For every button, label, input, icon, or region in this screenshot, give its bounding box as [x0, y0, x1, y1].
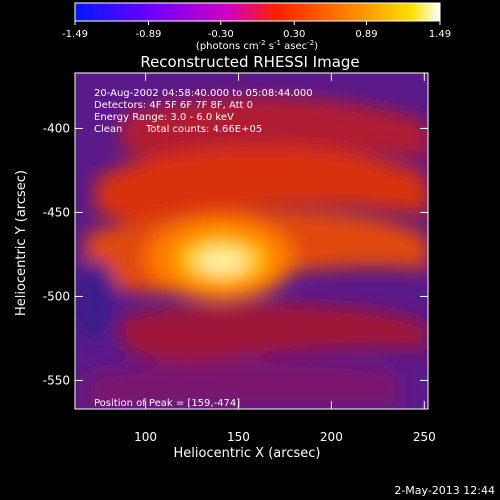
x-tick-label: 100 — [134, 430, 157, 444]
colorbar-ticks: -1.49 -0.89 -0.30 0.30 0.89 1.49 — [62, 21, 451, 40]
emission-band-lower — [120, 302, 428, 363]
y-axis-label: Heliocentric Y (arcsec) — [14, 170, 29, 316]
emission-band-top — [120, 95, 428, 164]
colorbar-tick-label: 0.30 — [283, 29, 305, 40]
colorbar-tick-label: -1.49 — [62, 29, 88, 40]
unit-part-mid-2: asec — [281, 41, 307, 52]
dark-region-left — [75, 260, 117, 340]
chart-title: Reconstructed RHESSI Image — [140, 53, 359, 71]
y-tick-label: -550 — [43, 373, 70, 387]
unit-part-mid-1: s — [266, 41, 274, 52]
y-tick-label: -400 — [43, 121, 70, 135]
x-axis-ticks: 100 150 200 250 — [134, 73, 436, 444]
unit-exp-2: -1 — [274, 39, 281, 47]
unit-exp-1: -2 — [259, 39, 266, 47]
unit-part-pre: (photons cm — [196, 41, 259, 52]
y-tick-label: -500 — [43, 289, 70, 303]
x-tick-label: 150 — [227, 430, 250, 444]
annotation-detectors: Detectors: 4F 5F 6F 7F 8F, Att 0 — [94, 100, 253, 111]
colorbar-tick-label: 0.89 — [355, 29, 377, 40]
annotation-peak-position: Position of Peak = [159,-474] — [94, 398, 240, 409]
heatmap-image — [75, 73, 428, 409]
footer-date: 2-May-2013 12:44 — [394, 484, 495, 497]
emission-band-upper — [95, 146, 428, 224]
colorbar-tick-label: -0.30 — [208, 29, 234, 40]
annotation-clean: Clean — [94, 124, 122, 135]
colorbar — [74, 2, 441, 22]
plot-frame — [74, 72, 429, 410]
x-tick-label: 250 — [413, 430, 436, 444]
x-axis-label: Heliocentric X (arcsec) — [174, 446, 321, 461]
emission-band-bottom — [85, 360, 400, 408]
colorbar-tick-label: 1.49 — [429, 29, 451, 40]
unit-exp-3: -2 — [307, 39, 314, 47]
x-tick-label: 200 — [320, 430, 343, 444]
colorbar-tick-label: -0.89 — [136, 29, 162, 40]
annotation-energy: Energy Range: 3.0 - 6.0 keV — [94, 112, 234, 123]
y-axis-ticks: -400 -450 -500 -550 — [43, 121, 428, 387]
y-tick-label: -450 — [43, 205, 70, 219]
annotation-time: 20-Aug-2002 04:58:40.000 to 05:08:44.000 — [94, 88, 313, 99]
annotation-total-counts: Total counts: 4.66E+05 — [145, 124, 262, 135]
emission-core-inner — [196, 248, 248, 276]
colorbar-unit-label: (photons cm-2 s-1 asec-2) — [196, 39, 318, 52]
unit-part-post: ) — [314, 41, 318, 52]
